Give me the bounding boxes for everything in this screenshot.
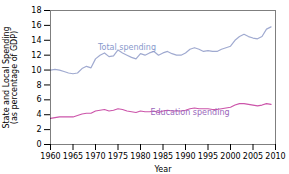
- svg-text:1975: 1975: [108, 152, 128, 161]
- svg-text:1985: 1985: [153, 152, 173, 161]
- svg-text:2: 2: [36, 125, 41, 134]
- svg-text:14: 14: [31, 36, 41, 45]
- svg-text:Total spending: Total spending: [97, 43, 156, 52]
- svg-text:12: 12: [31, 51, 41, 60]
- svg-text:0: 0: [36, 140, 41, 149]
- svg-text:State and Local Spending(as pe: State and Local Spending(as percentage o…: [2, 26, 19, 128]
- svg-text:8: 8: [36, 81, 41, 90]
- svg-text:2005: 2005: [243, 152, 263, 161]
- svg-text:6: 6: [36, 95, 41, 104]
- svg-text:1990: 1990: [175, 152, 195, 161]
- svg-text:2010: 2010: [265, 152, 285, 161]
- svg-text:10: 10: [31, 66, 41, 75]
- svg-text:18: 18: [31, 6, 41, 15]
- svg-text:1970: 1970: [85, 152, 105, 161]
- svg-text:Education spending: Education spending: [150, 108, 229, 117]
- svg-text:1980: 1980: [130, 152, 150, 161]
- svg-text:1960: 1960: [40, 152, 60, 161]
- svg-text:2000: 2000: [220, 152, 240, 161]
- svg-text:1995: 1995: [198, 152, 218, 161]
- svg-text:1965: 1965: [63, 152, 83, 161]
- svg-text:Year: Year: [154, 165, 173, 174]
- svg-text:16: 16: [31, 21, 41, 30]
- svg-text:4: 4: [36, 110, 41, 119]
